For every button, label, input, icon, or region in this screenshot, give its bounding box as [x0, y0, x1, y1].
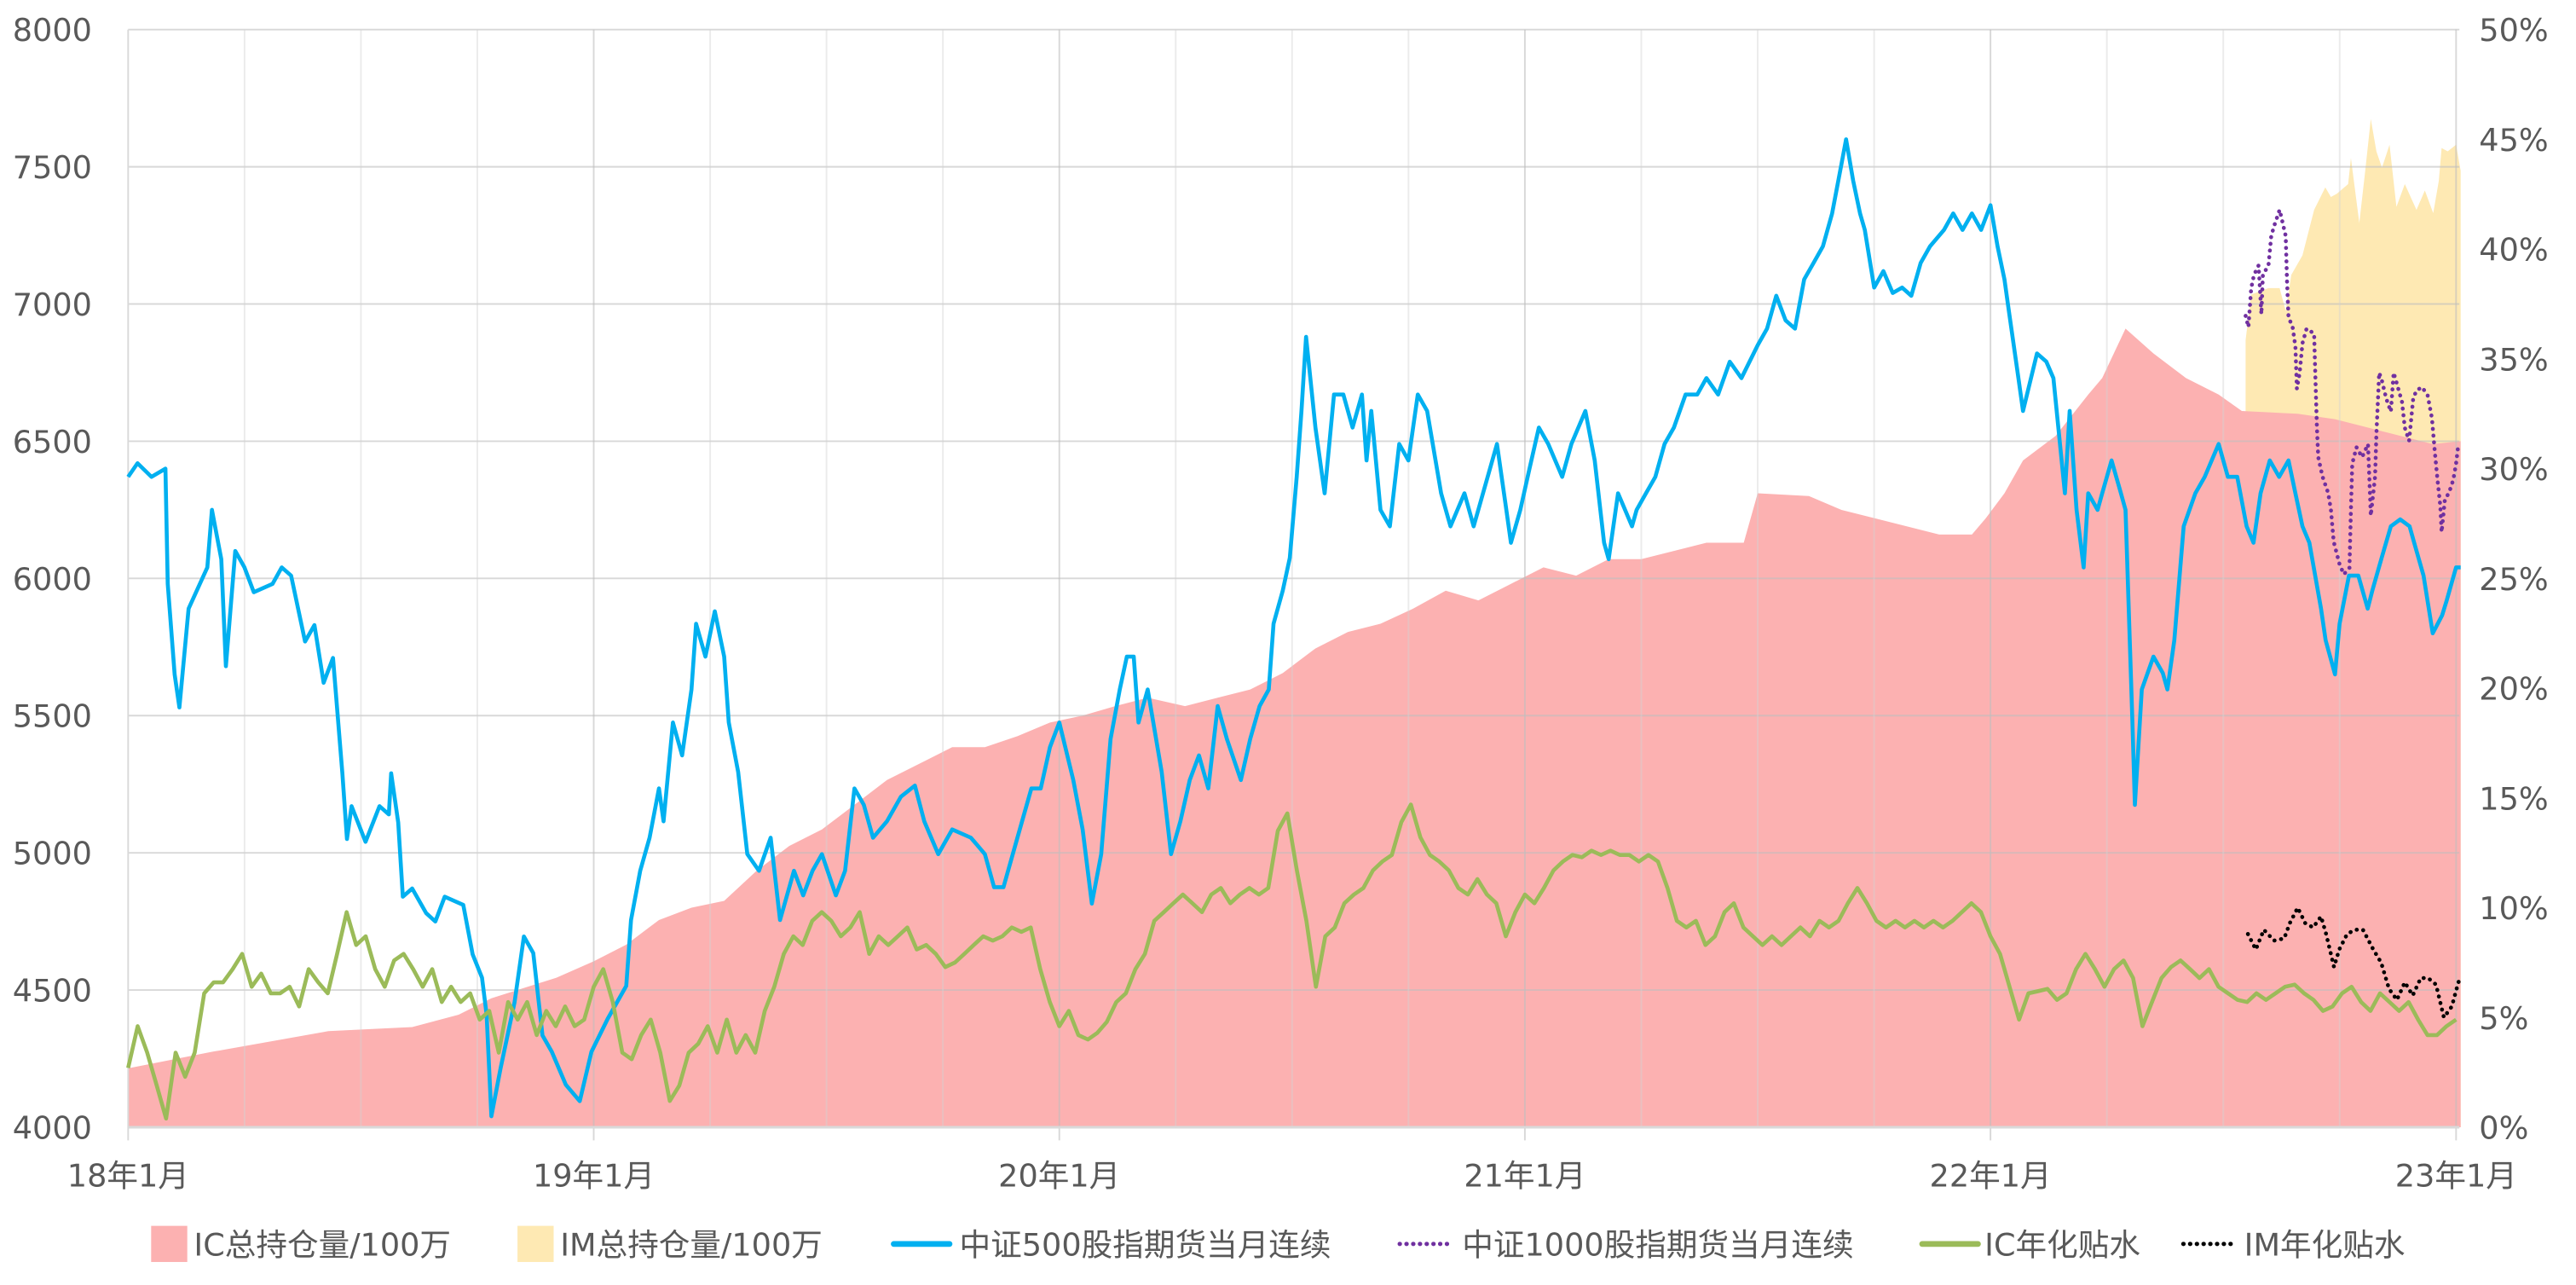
- y-left-tick-label: 6000: [13, 561, 92, 598]
- y-right-tick-label: 15%: [2479, 780, 2548, 817]
- y-left-tick-label: 5500: [13, 698, 92, 735]
- line-csi500-futures: [126, 137, 2461, 1119]
- legend-swatch-im-oi: [517, 1225, 554, 1263]
- x-tick-label: 18年1月: [67, 1157, 189, 1194]
- legend-label: 中证1000股指期货当月连续: [1462, 1226, 1853, 1263]
- legend-label: IM年化贴水: [2244, 1226, 2406, 1263]
- x-tick-label: 22年1月: [1930, 1157, 2052, 1194]
- legend-item-csi1000[interactable]: 中证1000股指期货当月连续: [1397, 1226, 1854, 1263]
- line-im-annualized-basis: [2245, 903, 2463, 1022]
- y-left-tick-label: 4500: [13, 973, 92, 1010]
- legend-label: IC总持仓量/100万: [193, 1226, 451, 1263]
- legend-item-im-oi[interactable]: IM总持仓量/100万: [517, 1225, 823, 1264]
- y-right-tick-label: 0%: [2479, 1109, 2528, 1146]
- y-right-tick-label: 45%: [2479, 122, 2548, 159]
- gridlines: [127, 28, 2460, 1141]
- y-left-tick-label: 7500: [13, 149, 92, 186]
- y-left-tick-label: 6500: [13, 424, 92, 460]
- y-right-tick-label: 35%: [2479, 341, 2548, 378]
- y-right-tick-label: 5%: [2479, 1000, 2528, 1037]
- legend-label: IC年化贴水: [1984, 1226, 2140, 1263]
- y-right-tick-label: 50%: [2479, 12, 2548, 49]
- legend: IC总持仓量/100万 IM总持仓量/100万 中证500股指期货当月连续 中证…: [151, 1225, 2406, 1264]
- y-left-tick-label: 4000: [13, 1109, 92, 1146]
- y-left-tick-label: 8000: [13, 12, 92, 49]
- y-right-tick-label: 30%: [2479, 451, 2548, 488]
- legend-item-ic-basis[interactable]: IC年化贴水: [1919, 1226, 2140, 1263]
- legend-item-im-basis[interactable]: IM年化贴水: [2180, 1226, 2406, 1263]
- y-right-tick-label: 20%: [2479, 671, 2548, 708]
- axis-ticks: 4000 4500 5000 5500 6000 6500 7000 7500 8000 0% 5%…: [13, 12, 2549, 1194]
- line-layer: [126, 137, 2463, 1121]
- y-left-tick-label: 7000: [13, 287, 92, 323]
- y-right-tick-label: 25%: [2479, 561, 2548, 598]
- x-tick-label: 20年1月: [998, 1157, 1120, 1194]
- x-tick-label: 23年1月: [2395, 1157, 2517, 1194]
- legend-swatch-ic-oi: [151, 1225, 188, 1263]
- x-tick-label: 21年1月: [1464, 1157, 1585, 1194]
- legend-label: IM总持仓量/100万: [560, 1226, 823, 1263]
- y-left-tick-label: 5000: [13, 836, 92, 872]
- line-ic-annualized-basis: [126, 802, 2458, 1121]
- area-ic-open-interest: [128, 328, 2461, 1127]
- line-csi1000-futures: [2244, 202, 2461, 578]
- legend-item-csi500[interactable]: 中证500股指期货当月连续: [891, 1226, 1331, 1263]
- y-right-tick-label: 40%: [2479, 232, 2548, 269]
- y-right-tick-label: 10%: [2479, 890, 2548, 927]
- legend-label: 中证500股指期货当月连续: [960, 1226, 1331, 1263]
- legend-item-ic-oi[interactable]: IC总持仓量/100万: [151, 1225, 451, 1264]
- x-tick-label: 19年1月: [533, 1157, 655, 1194]
